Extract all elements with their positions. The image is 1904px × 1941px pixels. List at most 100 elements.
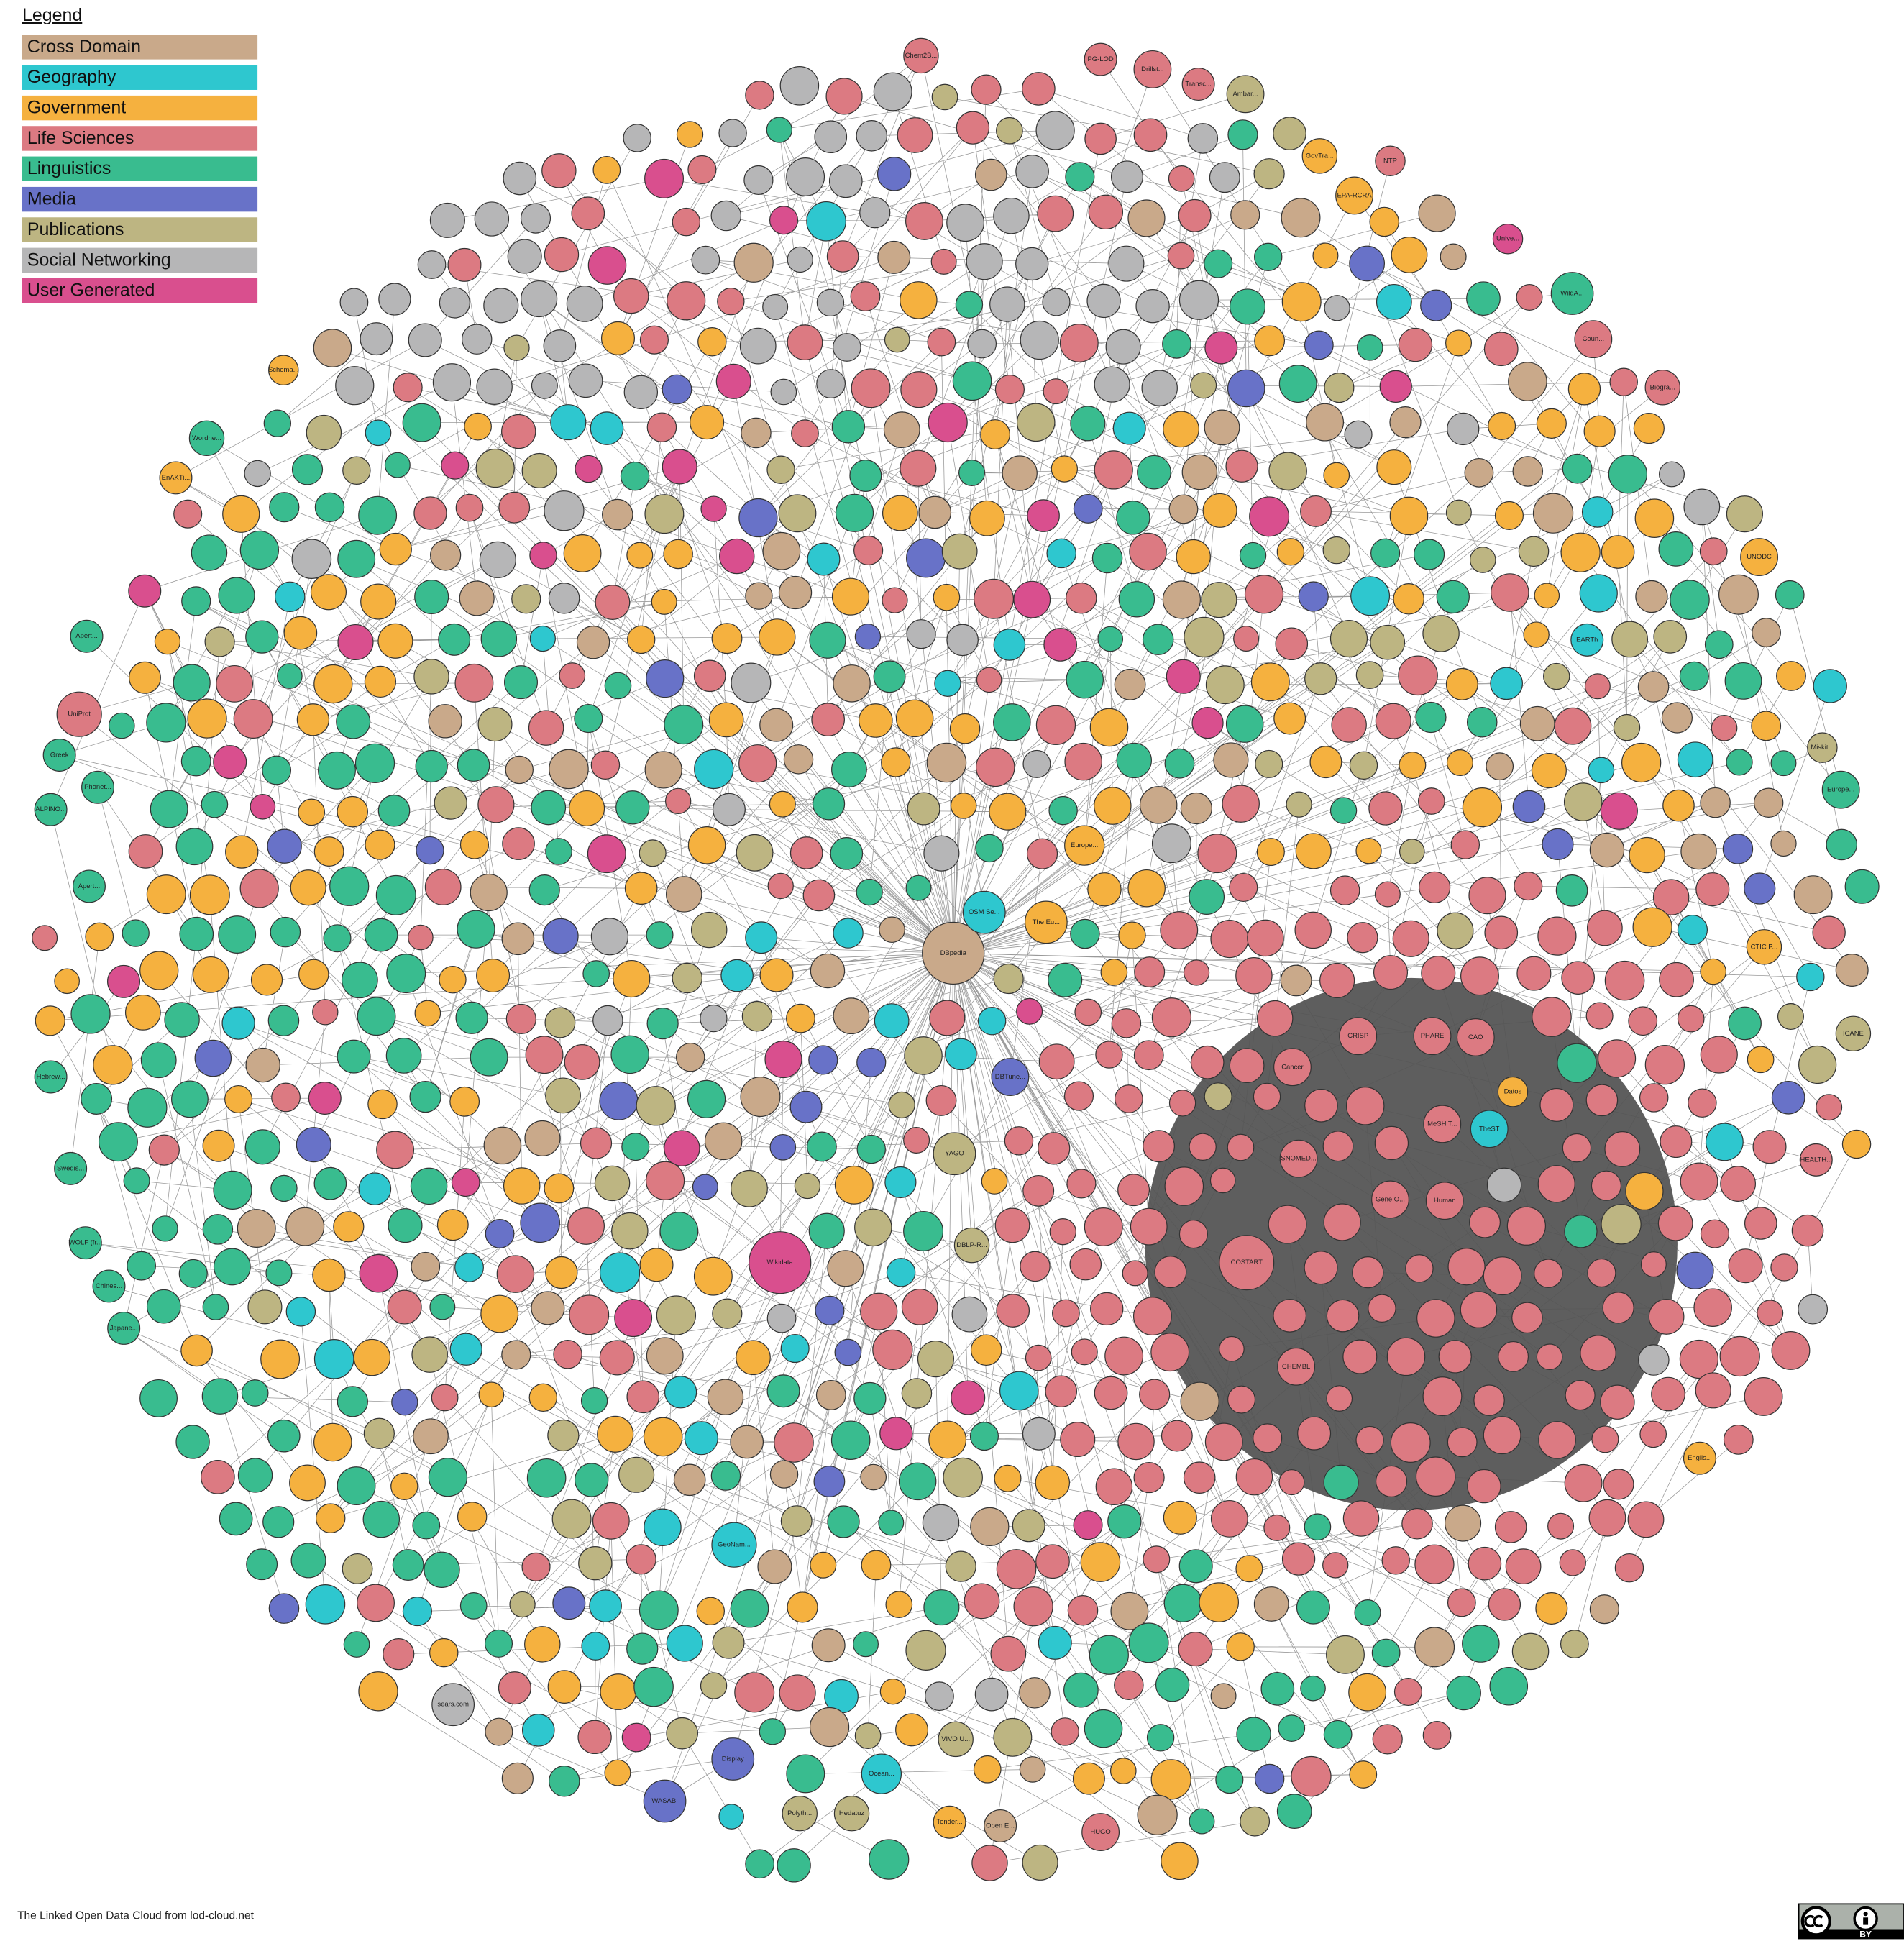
- dataset-node: [930, 248, 957, 275]
- dataset-node: [903, 1211, 944, 1251]
- dataset-node: [738, 498, 778, 538]
- node-label: Wordne...: [192, 434, 221, 442]
- dataset-node: [262, 1506, 295, 1538]
- dataset-node: [213, 1170, 252, 1210]
- dataset-node: [1204, 1422, 1243, 1461]
- dataset-node: [711, 1522, 757, 1568]
- dataset-node: [1720, 1166, 1756, 1202]
- dataset-node: [179, 916, 214, 951]
- dataset-node: [1386, 1337, 1426, 1376]
- dataset-node: [424, 1551, 460, 1588]
- dataset-node: [1304, 1251, 1338, 1285]
- dataset-node: [342, 456, 371, 485]
- footer: The Linked Open Data Cloud from lod-clou…: [17, 1910, 255, 1922]
- dataset-node: [831, 410, 866, 444]
- dataset-node: [946, 204, 985, 242]
- legend-label: Linguistics: [27, 158, 111, 178]
- dataset-node: [946, 624, 979, 657]
- dataset-node: [1189, 1133, 1217, 1161]
- dataset-node: [1022, 72, 1056, 106]
- dataset-node: [568, 363, 603, 398]
- dataset-node: [337, 1039, 371, 1074]
- dataset-node: [1722, 834, 1754, 864]
- dataset-node: [1368, 791, 1403, 826]
- dataset-node: [1297, 1416, 1332, 1451]
- dataset-node: [782, 1796, 818, 1832]
- dataset-node: [1511, 1632, 1550, 1671]
- dataset-node: [1375, 145, 1406, 177]
- dataset-node: [1588, 757, 1615, 784]
- node-label: EARTh: [1576, 636, 1598, 644]
- dataset-node: [1043, 378, 1069, 405]
- dataset-node: [1447, 412, 1480, 446]
- license-label: BY: [1859, 1929, 1872, 1940]
- dataset-node: [1094, 450, 1133, 490]
- dataset-node: [672, 207, 701, 237]
- dataset-node: [1632, 907, 1672, 947]
- dataset-node: [269, 492, 300, 523]
- dataset-node: [1752, 618, 1781, 647]
- dataset-node: [428, 1458, 468, 1497]
- dataset-node: [990, 1635, 1027, 1672]
- dataset-node: [711, 1737, 755, 1781]
- dataset-node: [1621, 742, 1662, 783]
- node-label: The Eu...: [1033, 918, 1060, 926]
- node-label: GovTra...: [1306, 152, 1334, 160]
- dataset-node: [1118, 581, 1155, 618]
- dataset-node: [521, 280, 558, 318]
- dataset-node: [666, 876, 702, 913]
- dataset-node: [250, 793, 276, 820]
- dataset-node: [1230, 200, 1260, 230]
- dataset-node: [122, 919, 150, 947]
- dataset-node: [1109, 1758, 1137, 1784]
- dataset-node: [1097, 626, 1124, 652]
- dataset-node: [364, 918, 398, 952]
- dataset-node: [1022, 1174, 1055, 1207]
- dataset-node: [611, 1212, 649, 1250]
- dataset-node: [1027, 499, 1060, 532]
- dataset-node: [877, 157, 912, 191]
- dataset-node: [1094, 1376, 1128, 1410]
- dataset-node: [856, 1134, 886, 1164]
- dataset-node: [1235, 1555, 1263, 1583]
- dataset-node: [222, 495, 260, 533]
- dataset-node: [451, 1168, 480, 1197]
- dataset-node: [70, 619, 104, 653]
- dataset-node: [1151, 997, 1192, 1038]
- dataset-node: [1446, 1675, 1481, 1711]
- dataset-node: [123, 1167, 150, 1195]
- dataset-node: [1518, 536, 1550, 567]
- dataset-node: [1374, 881, 1401, 908]
- dataset-node: [470, 1038, 508, 1077]
- dataset-node: [1301, 138, 1338, 174]
- dataset-node: [882, 495, 918, 531]
- dataset-node: [1600, 792, 1638, 830]
- dataset-node: [1512, 456, 1544, 487]
- dataset-node: [1468, 877, 1506, 915]
- dataset-node: [34, 1060, 68, 1094]
- dataset-node: [1841, 1129, 1872, 1159]
- dataset-node: [1112, 411, 1146, 445]
- dataset-node: [618, 1456, 655, 1493]
- dataset-node: [1505, 1548, 1542, 1585]
- dataset-node: [402, 1597, 432, 1627]
- node-label: Unive...: [1496, 235, 1519, 243]
- dataset-node: [1535, 1592, 1568, 1625]
- dataset-node: [54, 1151, 88, 1185]
- dataset-node: [1069, 1248, 1102, 1281]
- dataset-node: [759, 708, 794, 742]
- dataset-node: [1180, 1381, 1219, 1421]
- dataset-node: [1392, 920, 1429, 957]
- dataset-node: [580, 1387, 608, 1415]
- dataset-node: [1059, 324, 1099, 362]
- dataset-node: [459, 580, 495, 616]
- dataset-node: [895, 699, 934, 738]
- dataset-node: [1278, 1714, 1306, 1742]
- dataset-node: [1110, 1591, 1149, 1630]
- dataset-node: [964, 1583, 1000, 1620]
- dataset-node: [1235, 956, 1273, 995]
- dataset-node: [337, 1466, 376, 1506]
- dataset-node: [984, 1809, 1017, 1842]
- dataset-node: [341, 962, 378, 999]
